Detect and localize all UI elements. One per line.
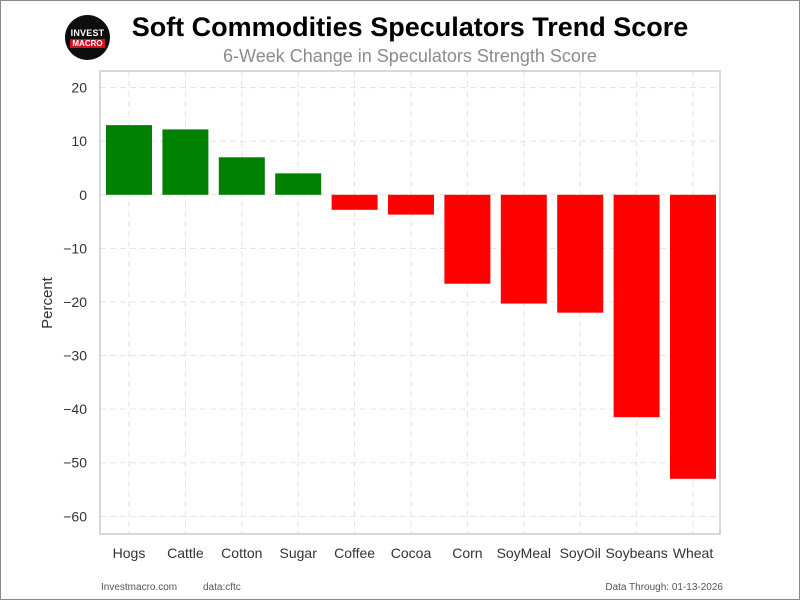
y-tick-label: 10 — [71, 133, 87, 149]
x-tick-label: Cocoa — [391, 545, 432, 561]
bar-wheat — [670, 194, 716, 479]
plot-area-border — [99, 70, 721, 535]
y-tick-label: −60 — [63, 508, 87, 524]
y-tick-label: −40 — [63, 401, 87, 417]
chart-subtitle: 6-Week Change in Speculators Strength Sc… — [223, 46, 597, 66]
y-tick-label: −10 — [63, 240, 87, 256]
bar-sugar — [275, 173, 322, 195]
logo-top-text: INVEST — [70, 27, 105, 38]
y-tick-label: −30 — [63, 348, 87, 364]
bar-soybeans — [613, 194, 660, 418]
bar-cotton — [218, 157, 265, 195]
bar-cattle — [162, 129, 209, 195]
x-tick-label: Wheat — [673, 545, 714, 561]
x-tick-label: Cotton — [221, 545, 262, 561]
x-tick-label: Hogs — [113, 545, 146, 561]
bar-layer — [106, 125, 716, 479]
x-tick-label: Soybeans — [605, 545, 667, 561]
bar-soyoil — [557, 194, 604, 313]
x-tick-label: Cattle — [167, 545, 204, 561]
footer-data-through: Data Through: 01-13-2026 — [605, 582, 723, 593]
bar-coffee — [331, 194, 378, 210]
bar-soymeal — [500, 194, 547, 304]
x-tick-label: Corn — [452, 545, 482, 561]
x-tick-label: Sugar — [280, 545, 318, 561]
y-tick-label: 20 — [71, 80, 87, 96]
y-tick-labels: 20 10 0 −10 −20 −30 −40 −50 −60 — [63, 80, 87, 525]
bar-corn — [444, 194, 491, 284]
x-tick-label: SoyOil — [560, 545, 601, 561]
x-tick-label: SoyMeal — [497, 545, 551, 561]
bar-hogs — [106, 125, 152, 195]
y-tick-label: −50 — [63, 455, 87, 471]
footer-site: Investmacro.com — [101, 582, 178, 593]
bar-cocoa — [388, 194, 434, 215]
investmacro-logo: INVEST MACRO — [65, 15, 110, 60]
footer-data-source: data:cftc — [203, 582, 241, 593]
x-tick-labels: Hogs Cattle Cotton Sugar Coffee Cocoa Corn SoyM… — [113, 545, 714, 561]
chart-title: Soft Commodities Speculators Trend Score — [131, 12, 689, 42]
y-tick-label: −20 — [63, 294, 87, 310]
x-tick-label: Coffee — [334, 545, 375, 561]
y-axis-label: Percent — [39, 276, 56, 329]
logo-bottom-text: MACRO — [70, 38, 105, 48]
y-tick-label: 0 — [79, 187, 87, 203]
